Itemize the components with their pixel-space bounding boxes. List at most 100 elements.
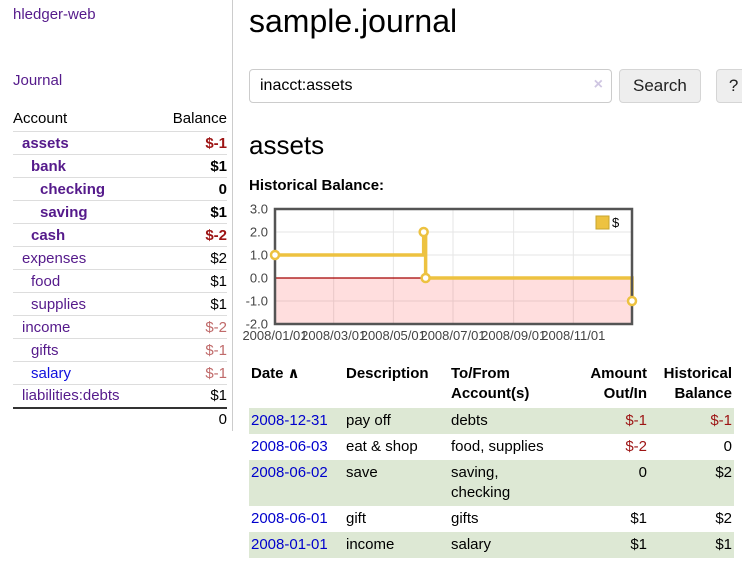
svg-text:2008/05/01: 2008/05/01 xyxy=(361,328,426,343)
account-balance: $-2 xyxy=(154,223,227,247)
transaction-balance: 0 xyxy=(723,438,732,455)
transaction-accounts: gifts xyxy=(451,510,479,527)
sidebar-account-link[interactable]: saving xyxy=(40,203,88,221)
sidebar-account-link[interactable]: cash xyxy=(31,226,66,244)
account-row: food $1 xyxy=(13,269,227,293)
page-title: sample.journal xyxy=(249,3,458,39)
account-balance: $2 xyxy=(154,246,227,270)
app-root: hledger-web Journal Account Balance asse… xyxy=(0,0,742,558)
transaction-balance: $-1 xyxy=(649,408,734,434)
register-header-amount: Amount Out/In xyxy=(590,365,647,402)
account-balance: $-1 xyxy=(154,338,227,362)
account-balance: $1 xyxy=(154,154,227,178)
transaction-balance: $1 xyxy=(649,532,734,558)
account-balance: 0 xyxy=(154,177,227,201)
transaction-balance: $2 xyxy=(649,460,734,506)
accounts-total-value: 0 xyxy=(154,406,227,431)
svg-text:1.0: 1.0 xyxy=(250,248,268,263)
account-row: salary $-1 xyxy=(13,361,227,385)
transaction-description: gift xyxy=(346,510,367,527)
transaction-description: eat & shop xyxy=(346,438,418,455)
account-row: bank $1 xyxy=(13,154,227,178)
account-row: checking 0 xyxy=(13,177,227,201)
sidebar: hledger-web Journal Account Balance asse… xyxy=(0,0,233,431)
svg-text:3.0: 3.0 xyxy=(250,203,268,217)
account-row: saving $1 xyxy=(13,200,227,224)
register-header-date[interactable]: Date ∧ xyxy=(251,365,300,382)
account-row: income $-2 xyxy=(13,315,227,339)
accounts-total-row: 0 xyxy=(13,406,227,431)
transaction-date-link[interactable]: 2008-06-01 xyxy=(251,510,328,527)
transaction-amount: $-1 xyxy=(564,408,649,434)
accounts-header-account: Account xyxy=(13,110,68,127)
account-row: liabilities:debts $1 xyxy=(13,384,227,408)
transaction-row: 2008-01-01 income salary $1 $1 xyxy=(249,532,734,558)
transaction-balance: $2 xyxy=(715,510,732,527)
search-input[interactable] xyxy=(249,69,612,103)
account-row: supplies $1 xyxy=(13,292,227,316)
sidebar-account-link[interactable]: supplies xyxy=(31,295,87,313)
transaction-amount: $1 xyxy=(564,532,649,558)
app-title-link[interactable]: hledger-web xyxy=(13,6,96,23)
accounts-body: assets $-1 bank $1 checking 0 saving $1 cash $-2 e… xyxy=(13,131,227,408)
transaction-row: 2008-12-31 pay off debts $-1 $-1 xyxy=(249,408,734,434)
transaction-description: pay off xyxy=(344,408,449,434)
sidebar-account-link[interactable]: income xyxy=(22,318,71,336)
account-balance: $-1 xyxy=(154,131,227,155)
svg-text:-2.0: -2.0 xyxy=(246,317,268,332)
transaction-date-link[interactable]: 2008-12-31 xyxy=(251,412,328,429)
historical-balance-chart: $3.0 2.0 1.0 0.0 -1.0 -2.0 2008/01/01 2008/03/0… xyxy=(242,202,742,347)
sidebar-item-journal[interactable]: Journal xyxy=(13,72,63,89)
account-row: cash $-2 xyxy=(13,223,227,247)
sidebar-account-link[interactable]: food xyxy=(31,272,61,290)
account-balance: $-1 xyxy=(154,361,227,385)
account-balance: $1 xyxy=(154,200,227,224)
sidebar-account-link[interactable]: bank xyxy=(31,157,67,175)
search-help-button[interactable]: ? xyxy=(715,69,742,103)
sidebar-account-link[interactable]: expenses xyxy=(22,249,87,267)
transaction-amount: 0 xyxy=(564,460,649,506)
sidebar-account-link[interactable]: assets xyxy=(22,134,69,152)
account-balance: $1 xyxy=(154,384,227,408)
svg-text:2008/11/01: 2008/11/01 xyxy=(541,328,605,343)
account-title: assets xyxy=(249,130,325,160)
chart-title: Historical Balance: xyxy=(249,177,385,194)
clear-search-icon[interactable]: × xyxy=(593,76,603,93)
transaction-row: 2008-06-02 save saving, checking 0 $2 xyxy=(249,460,734,506)
transaction-accounts: salary xyxy=(449,532,564,558)
account-balance: $1 xyxy=(154,269,227,293)
sidebar-account-link[interactable]: liabilities:debts xyxy=(22,387,120,405)
transaction-date-link[interactable]: 2008-01-01 xyxy=(251,536,328,553)
sidebar-account-link[interactable]: checking xyxy=(40,180,106,198)
transaction-date-link[interactable]: 2008-06-02 xyxy=(251,464,328,481)
search-row: × Search ? xyxy=(249,69,742,103)
transaction-row: 2008-06-03 eat & shop food, supplies $-2 0 xyxy=(249,434,734,460)
svg-text:2008/03/01: 2008/03/01 xyxy=(301,328,366,343)
sort-ascending-icon: ∧ xyxy=(287,365,300,382)
transaction-row: 2008-06-01 gift gifts $1 $2 xyxy=(249,506,734,532)
transaction-accounts: food, supplies xyxy=(451,438,544,455)
register-header-tofrom: To/From Account(s) xyxy=(451,365,530,402)
sidebar-account-link[interactable]: salary xyxy=(31,364,72,382)
sidebar-account-link[interactable]: gifts xyxy=(31,341,59,359)
account-row: assets $-1 xyxy=(13,131,227,155)
svg-text:0.0: 0.0 xyxy=(250,271,268,286)
transaction-description: income xyxy=(344,532,449,558)
register-body: 2008-12-31 pay off debts $-1 $-1 2008-06-03 ea… xyxy=(249,408,734,558)
accounts-table: Account Balance assets $-1 bank $1 checking 0… xyxy=(13,108,227,431)
register-table: Date ∧ Description To/From Account(s) Amo… xyxy=(249,362,734,558)
transaction-date-link[interactable]: 2008-06-03 xyxy=(251,438,328,455)
register-header-balance: Historical Balance xyxy=(663,365,732,402)
transaction-amount: $1 xyxy=(630,510,647,527)
transaction-accounts: debts xyxy=(449,408,564,434)
main-area: sample.journal × Search ? assets Histori… xyxy=(233,0,742,558)
account-row: expenses $2 xyxy=(13,246,227,270)
transaction-amount: $-2 xyxy=(625,438,647,455)
search-button[interactable]: Search xyxy=(619,69,701,103)
svg-text:$: $ xyxy=(612,215,620,230)
account-balance: $-2 xyxy=(154,315,227,339)
svg-text:-1.0: -1.0 xyxy=(246,294,268,309)
register-header-description: Description xyxy=(346,365,429,382)
svg-text:2008/07/01: 2008/07/01 xyxy=(420,328,485,343)
account-row: gifts $-1 xyxy=(13,338,227,362)
